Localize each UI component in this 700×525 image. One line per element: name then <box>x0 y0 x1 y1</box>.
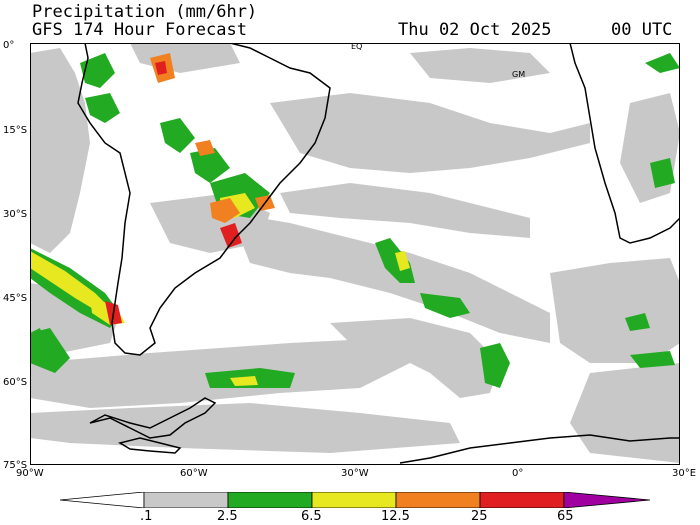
lon-label-30w: 30°W <box>341 468 369 479</box>
lat-label-30s: 30°S <box>3 209 28 220</box>
colorbar-segment-5 <box>479 492 565 508</box>
lat-label-75s: 75°S <box>3 460 28 471</box>
intense-precip-areas <box>105 53 275 325</box>
colorbar-segment-4 <box>395 492 481 508</box>
lat-label-45s: 45°S <box>3 293 28 304</box>
colorbar-label-3: 6.5 <box>301 509 322 524</box>
lon-label-30e: 30°E <box>672 468 697 479</box>
lat-label-60s: 60°S <box>3 377 28 388</box>
colorbar-label-5: 25 <box>471 509 488 524</box>
forecast-time: 00 UTC <box>611 20 673 40</box>
title-line1: Precipitation (mm/6hr) <box>32 2 258 22</box>
precipitation-map <box>30 43 680 465</box>
lon-label-90w: 90°W <box>16 468 44 479</box>
lat-label-0: 0° <box>3 40 15 51</box>
colorbar-segment-3 <box>311 492 397 508</box>
colorbar-segment-6 <box>563 492 651 508</box>
colorbar-label-2: 2.5 <box>217 509 238 524</box>
title-line2: GFS 174 Hour Forecast <box>32 20 247 40</box>
colorbar-segment-2 <box>227 492 313 508</box>
colorbar-label-6: 65 <box>557 509 574 524</box>
colorbar-label-4: 12.5 <box>381 509 410 524</box>
coastlines <box>77 43 680 464</box>
equator-marker: EQ <box>351 42 363 51</box>
lat-label-15s: 15°S <box>3 125 28 136</box>
forecast-date: Thu 02 Oct 2025 <box>398 20 552 40</box>
map-frame <box>30 43 680 465</box>
lon-label-60w: 60°W <box>180 468 208 479</box>
light-precip-areas <box>30 43 680 463</box>
lon-label-0: 0° <box>512 468 524 479</box>
colorbar <box>60 492 651 508</box>
colorbar-label-1: .1 <box>140 509 153 524</box>
colorbar-segment-1 <box>143 492 229 508</box>
colorbar-segment-0 <box>60 492 145 508</box>
greenwich-marker: GM <box>512 70 526 79</box>
